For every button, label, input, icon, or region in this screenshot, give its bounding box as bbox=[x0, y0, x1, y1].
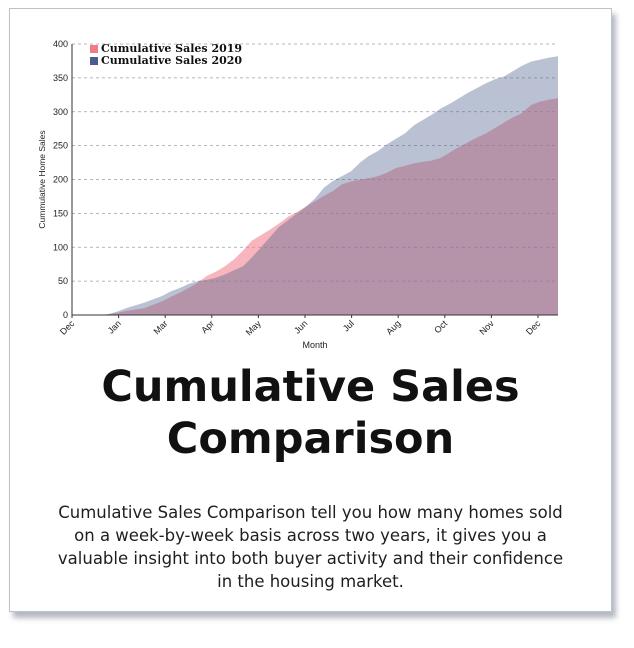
x-tick-label: Aug bbox=[384, 318, 402, 336]
series-area-1 bbox=[72, 98, 558, 315]
y-tick-label: 300 bbox=[53, 107, 68, 117]
legend-swatch bbox=[90, 57, 98, 65]
y-tick-label: 350 bbox=[53, 73, 68, 83]
x-tick-label: May bbox=[244, 318, 263, 337]
x-tick-label: Dec bbox=[58, 318, 77, 337]
y-tick-label: 0 bbox=[63, 310, 68, 320]
legend-label: Cumulative Sales 2020 bbox=[101, 54, 242, 67]
y-tick-label: 100 bbox=[53, 242, 68, 252]
x-tick-label: Jun bbox=[292, 318, 309, 335]
x-tick-label: Mar bbox=[152, 318, 170, 336]
y-axis-label: Cummulative Home Sales bbox=[37, 130, 47, 228]
legend-label: Cumulative Sales 2019 bbox=[101, 42, 242, 55]
y-tick-label: 250 bbox=[53, 141, 68, 151]
legend-swatch bbox=[90, 45, 98, 53]
y-tick-label: 150 bbox=[53, 208, 68, 218]
cumulative-sales-chart: 0 50 100 150 200 250 300 350 400 Dec Jan Mar Apr May J… bbox=[37, 39, 558, 350]
chart-container: 0 50 100 150 200 250 300 350 400 Dec Jan Mar Apr May J… bbox=[10, 9, 611, 354]
x-axis-label: Month bbox=[302, 340, 327, 350]
y-tick-label: 200 bbox=[53, 175, 68, 185]
y-tick-label: 50 bbox=[58, 276, 68, 286]
series-area-2 bbox=[72, 56, 558, 315]
card-heading: Cumulative Sales Comparison bbox=[101, 362, 520, 464]
card-description: Cumulative Sales Comparison tell you how… bbox=[57, 503, 564, 591]
x-tick-label: Jul bbox=[341, 318, 356, 333]
x-tick-label: Nov bbox=[477, 318, 496, 337]
x-tick-label: Dec bbox=[524, 318, 543, 337]
info-card: 0 50 100 150 200 250 300 350 400 Dec Jan Mar Apr May J… bbox=[9, 8, 612, 612]
x-tick-label: Jan bbox=[106, 318, 123, 335]
heading-area: Cumulative Sales Comparison bbox=[10, 361, 611, 465]
x-tick-label: Oct bbox=[432, 318, 449, 335]
y-tick-label: 400 bbox=[53, 39, 68, 49]
x-tick-label: Apr bbox=[199, 318, 216, 335]
